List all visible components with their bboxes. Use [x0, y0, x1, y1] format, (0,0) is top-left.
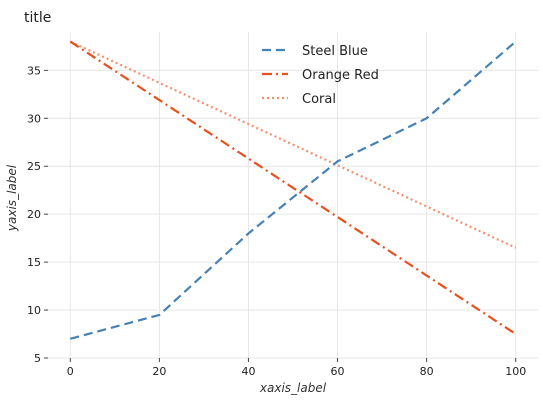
x-tick-label: 80 [420, 365, 434, 378]
y-tick-label: 10 [27, 304, 41, 317]
y-tick-label: 30 [27, 112, 41, 125]
series-lines [70, 42, 515, 339]
y-axis-label: yaxis_label [5, 164, 19, 232]
legend-label: Steel Blue [302, 44, 368, 59]
y-tick-label: 35 [27, 64, 41, 77]
grid [48, 32, 538, 358]
legend: Steel Blue Orange Red Coral [262, 44, 379, 107]
x-tick-label: 20 [152, 365, 166, 378]
y-tick-label: 15 [27, 256, 41, 269]
series-line-orange-red [70, 42, 515, 334]
legend-label: Orange Red [302, 68, 379, 83]
x-tick-label: 60 [331, 365, 345, 378]
y-tick-label: 20 [27, 208, 41, 221]
legend-label: Coral [302, 92, 336, 107]
series-line-coral [70, 42, 515, 248]
chart-title: title [24, 10, 51, 26]
y-tick-label: 25 [27, 160, 41, 173]
y-axis: 5 10 15 20 25 30 35 [27, 64, 48, 365]
x-tick-label: 40 [241, 365, 255, 378]
x-tick-label: 100 [505, 365, 526, 378]
x-axis-label: xaxis_label [259, 381, 327, 395]
y-tick-label: 5 [34, 352, 41, 365]
x-axis: 0 20 40 60 80 100 [67, 358, 526, 378]
x-tick-label: 0 [67, 365, 74, 378]
